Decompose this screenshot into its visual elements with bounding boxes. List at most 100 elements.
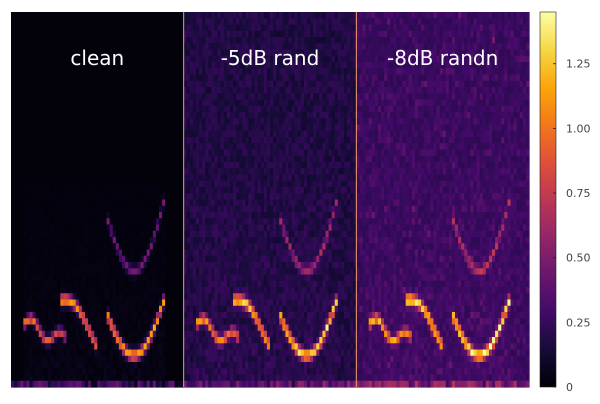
heatmap-cell (196, 355, 200, 363)
heatmap-cell (242, 312, 246, 319)
heatmap-cell (137, 155, 142, 163)
heatmap-cell (251, 305, 256, 313)
heatmap-cell (122, 224, 126, 232)
heatmap-cell (11, 37, 15, 44)
heatmap-cell (245, 368, 250, 376)
heatmap-cell (51, 62, 55, 69)
heatmap-cell (189, 324, 194, 332)
heatmap-cell (66, 137, 71, 144)
heatmap-cell (189, 37, 194, 44)
heatmap-cell (81, 312, 86, 319)
heatmap-cell (202, 249, 206, 257)
heatmap-cell (263, 368, 268, 376)
heatmap-cell (180, 368, 185, 376)
heatmap-cell (146, 274, 151, 282)
heatmap-cell (251, 130, 256, 138)
heatmap-cell (239, 80, 243, 88)
heatmap-cell (85, 87, 89, 94)
heatmap-cell (245, 130, 250, 138)
heatmap-cell (94, 37, 98, 44)
heatmap-cell (248, 105, 253, 113)
heatmap-cell (254, 180, 259, 188)
heatmap-cell (223, 155, 228, 163)
heatmap-cell (149, 337, 154, 344)
heatmap-cell (63, 105, 68, 113)
heatmap-cell (26, 355, 31, 363)
heatmap-cell (54, 368, 58, 376)
heatmap-cell (180, 268, 185, 276)
heatmap-cell (263, 343, 268, 351)
heatmap-cell (159, 168, 163, 176)
heatmap-cell (63, 355, 68, 363)
heatmap-cell (128, 205, 132, 213)
heatmap-cell (97, 87, 102, 94)
heatmap-cell (128, 12, 132, 19)
heatmap-cell (109, 30, 114, 38)
heatmap-cell (75, 118, 80, 126)
heatmap-cell (202, 268, 206, 276)
heatmap-cell (202, 255, 206, 263)
heatmap-cell (229, 374, 234, 382)
heatmap-cell (165, 143, 169, 151)
heatmap-cell (168, 299, 172, 307)
heatmap-cell (245, 355, 250, 363)
heatmap-cell (217, 299, 222, 307)
heatmap-cell (186, 37, 191, 44)
heatmap-cell (112, 105, 117, 113)
heatmap-cell (251, 330, 256, 338)
heatmap-cell (226, 37, 231, 44)
heatmap-cell (245, 149, 250, 157)
heatmap-cell (128, 299, 132, 307)
heatmap-cell (251, 149, 256, 157)
heatmap-cell (248, 74, 253, 82)
heatmap-cell (199, 193, 203, 201)
heatmap-cell (112, 368, 117, 376)
heatmap-cell (205, 143, 209, 151)
heatmap-cell (137, 368, 142, 376)
heatmap-cell (11, 224, 15, 232)
heatmap-cell (168, 62, 172, 69)
heatmap-cell (192, 112, 197, 119)
heatmap-cell (192, 343, 197, 351)
heatmap-cell (137, 299, 142, 307)
heatmap-cell (183, 137, 188, 144)
heatmap-cell (115, 337, 120, 344)
heatmap-cell (263, 249, 268, 257)
heatmap-cell (168, 305, 172, 313)
heatmap-cell (103, 199, 108, 207)
heatmap-cell (109, 218, 114, 226)
heatmap-cell (137, 118, 142, 126)
heatmap-cell (159, 243, 163, 251)
heatmap-cell (75, 230, 80, 238)
heatmap-cell (220, 318, 225, 326)
heatmap-cell (54, 249, 58, 257)
heatmap-cell (103, 162, 108, 169)
heatmap-cell (189, 212, 194, 219)
heatmap-cell (199, 274, 203, 282)
heatmap-cell (54, 262, 58, 269)
heatmap-cell (266, 12, 271, 19)
heatmap-cell (177, 362, 182, 369)
heatmap-cell (260, 68, 265, 76)
heatmap-cell (72, 49, 77, 57)
heatmap-cell (183, 18, 188, 26)
heatmap-cell (186, 24, 191, 32)
heatmap-cell (242, 80, 246, 88)
heatmap-cell (20, 87, 24, 94)
heatmap-cell (174, 124, 179, 132)
heatmap-cell (35, 193, 40, 201)
heatmap-cell (51, 368, 55, 376)
heatmap-cell (199, 180, 203, 188)
heatmap-cell (11, 162, 15, 169)
heatmap-cell (192, 374, 197, 382)
heatmap-cell (85, 374, 89, 382)
heatmap-cell (146, 174, 151, 182)
heatmap-cell (66, 205, 71, 213)
heatmap-cell (97, 18, 102, 26)
heatmap-cell (20, 118, 24, 126)
heatmap-cell (165, 62, 169, 69)
heatmap-cell (78, 149, 83, 157)
heatmap-cell (94, 187, 98, 194)
heatmap-cell (81, 293, 86, 301)
heatmap-cell (183, 99, 188, 107)
